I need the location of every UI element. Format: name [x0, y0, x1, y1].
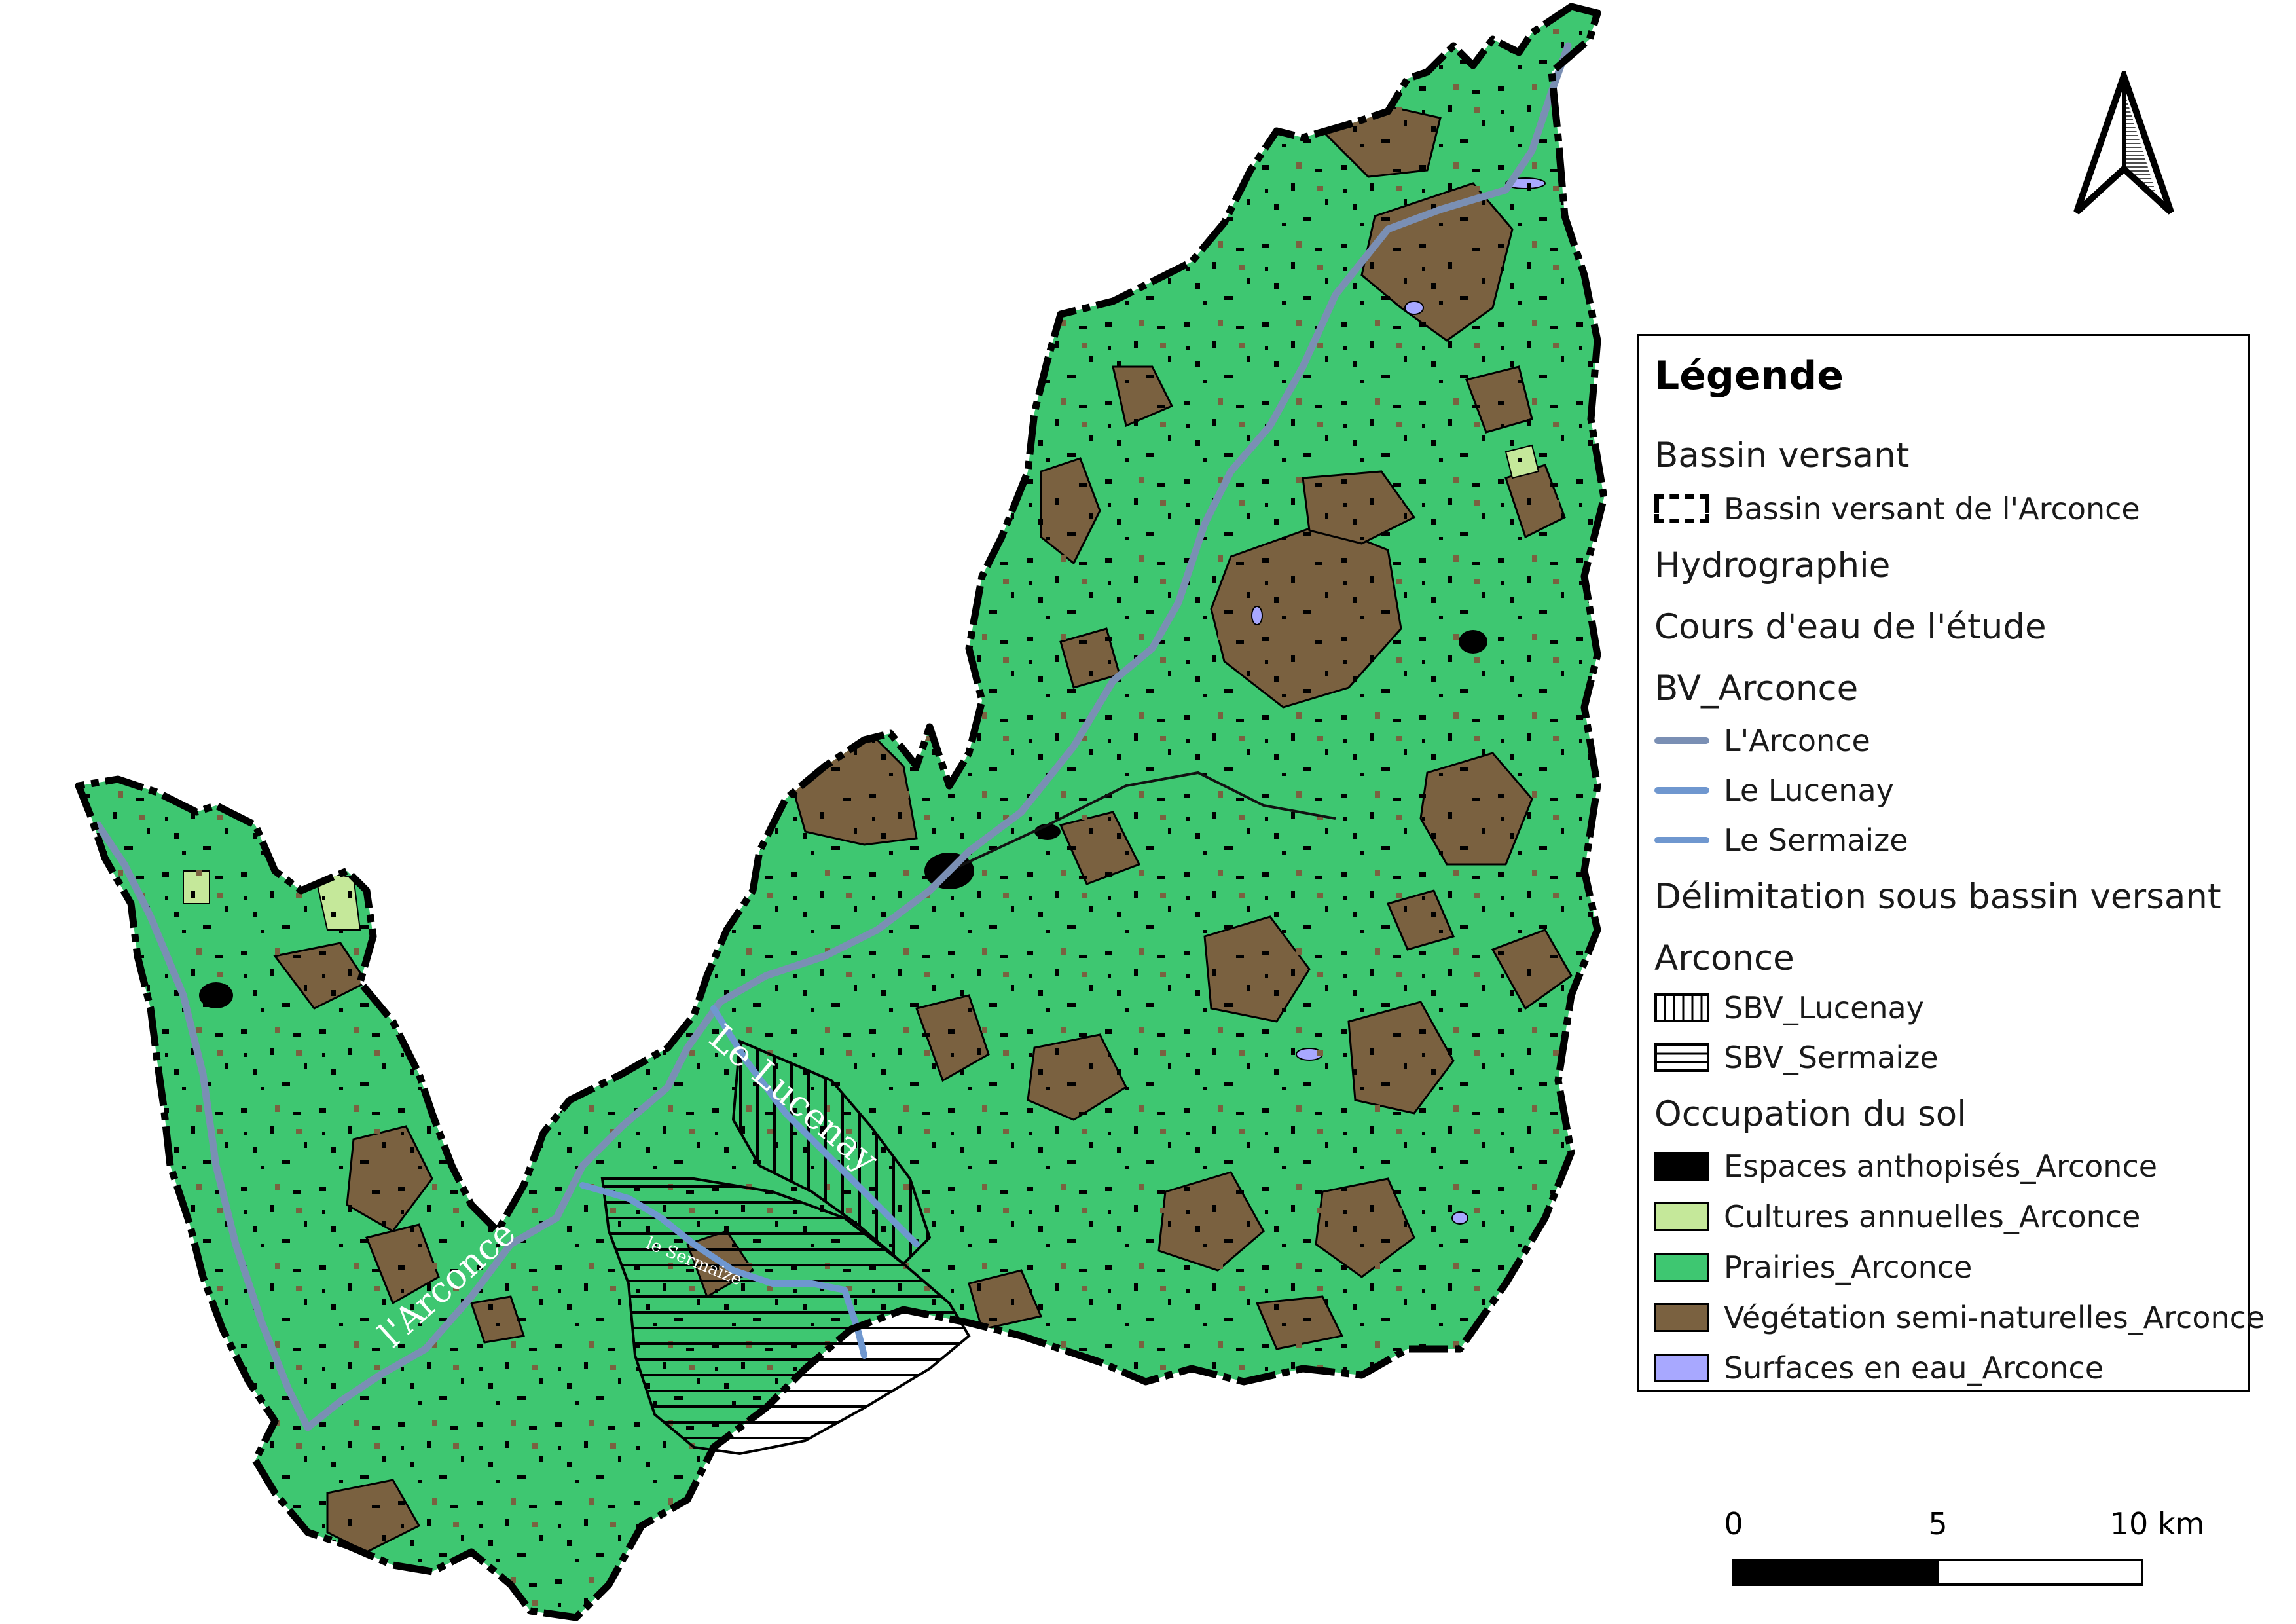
legend-item-label: L'Arconce [1724, 723, 1870, 758]
scale-label-5: 5 [1928, 1506, 1948, 1541]
scale-bar [1732, 1559, 2143, 1586]
legend-item-label: Bassin versant de l'Arconce [1724, 491, 2140, 526]
scale-bar-black-segment [1732, 1559, 1939, 1586]
legend-item-arconce: L'Arconce [1654, 722, 1870, 759]
fill-swatch [1654, 1354, 1709, 1382]
legend-item-label: Surfaces en eau_Arconce [1724, 1350, 2104, 1386]
line-swatch [1654, 737, 1709, 744]
legend-title: Légende [1654, 353, 1844, 399]
legend-item-bassin-versant: Bassin versant de l'Arconce [1654, 490, 2140, 527]
vertical-hatch-symbol [1654, 993, 1709, 1022]
legend-item-sbv-sermaize: SBV_Sermaize [1654, 1039, 1939, 1076]
legend-item-label: Prairies_Arconce [1724, 1249, 1973, 1285]
river-sermaize [579, 1182, 867, 1359]
legend-item-vegetation: Végétation semi-naturelles_Arconce [1654, 1299, 2265, 1336]
legend-heading-hydrographie: Hydrographie [1654, 545, 1891, 585]
legend-heading-arconce: Arconce [1654, 938, 1795, 978]
fill-swatch [1654, 1303, 1709, 1332]
legend-item-sbv-lucenay: SBV_Lucenay [1654, 989, 1924, 1026]
line-symbol [1654, 726, 1709, 755]
legend-item-label: Espaces anthopisés_Arconce [1724, 1149, 2158, 1184]
legend-heading-bv-arconce: BV_Arconce [1654, 669, 1859, 709]
scale-label-10km: 10 km [2109, 1506, 2205, 1541]
legend-item-label: Le Sermaize [1724, 822, 1908, 858]
river-lucenay [710, 1005, 920, 1247]
legend-item-label: SBV_Sermaize [1724, 1040, 1939, 1075]
legend-item-label: Végétation semi-naturelles_Arconce [1724, 1300, 2265, 1335]
legend-heading-bassin-versant: Bassin versant [1654, 435, 1910, 475]
legend-item-label: Cultures annuelles_Arconce [1724, 1199, 2141, 1234]
line-swatch [1654, 837, 1709, 843]
legend-panel: Légende Bassin versant Bassin versant de… [1637, 334, 2265, 1392]
line-symbol [1654, 776, 1709, 805]
line-symbol [1654, 826, 1709, 855]
legend-item-label: SBV_Lucenay [1724, 990, 1924, 1025]
scale-bar-white-segment [1937, 1559, 2143, 1586]
fill-swatch [1654, 1253, 1709, 1282]
boundary-symbol [1654, 494, 1709, 523]
legend-item-cultures: Cultures annuelles_Arconce [1654, 1198, 2140, 1235]
legend-heading-cours-eau: Cours d'eau de l'étude [1654, 607, 2047, 647]
river-arconce [94, 42, 1572, 1431]
line-swatch [1654, 787, 1709, 794]
legend-item-surfaces-eau: Surfaces en eau_Arconce [1654, 1350, 2104, 1386]
legend-item-espaces: Espaces anthopisés_Arconce [1654, 1148, 2157, 1185]
legend-item-lucenay: Le Lucenay [1654, 772, 1894, 809]
horizontal-hatch-symbol [1654, 1043, 1709, 1072]
north-arrow-icon [2073, 71, 2174, 215]
legend-heading-occupation: Occupation du sol [1654, 1094, 1967, 1134]
fill-swatch [1654, 1202, 1709, 1231]
legend-item-label: Le Lucenay [1724, 773, 1894, 808]
road-line [949, 771, 1336, 872]
legend-item-prairies: Prairies_Arconce [1654, 1249, 1972, 1285]
fill-swatch [1654, 1152, 1709, 1181]
legend-heading-delimitation: Délimitation sous bassin versant [1654, 877, 2221, 917]
scale-label-0: 0 [1724, 1506, 1743, 1541]
legend-item-sermaize: Le Sermaize [1654, 822, 1908, 858]
